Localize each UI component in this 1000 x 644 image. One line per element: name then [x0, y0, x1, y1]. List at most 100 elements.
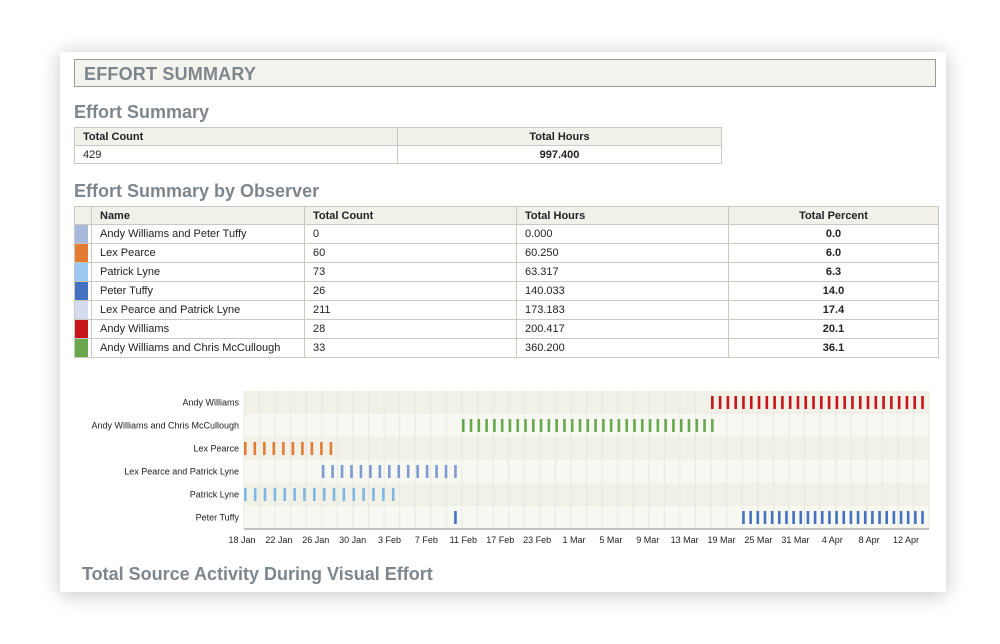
event-bar: [890, 396, 893, 409]
event-bar: [633, 419, 636, 432]
observer-count: 28: [304, 319, 517, 339]
event-bar: [679, 419, 683, 432]
event-bar: [493, 419, 496, 432]
event-bar: [871, 511, 874, 524]
event-bar: [273, 488, 277, 501]
event-bar: [849, 511, 853, 524]
event-bar: [282, 442, 285, 455]
event-bar: [352, 488, 356, 501]
event-bar: [770, 511, 774, 524]
event-bar: [672, 419, 675, 432]
x-tick-label: 13 Mar: [671, 535, 699, 545]
table-row: Andy Williams 28 200.417 20.1: [74, 319, 939, 339]
event-bar: [594, 419, 597, 432]
event-bar: [856, 511, 860, 524]
observer-count: 211: [304, 300, 517, 320]
event-bar: [726, 396, 730, 409]
event-bar: [283, 488, 287, 501]
event-bar: [703, 419, 706, 432]
event-bar: [342, 488, 346, 501]
event-bar: [742, 511, 745, 524]
observer-name: Peter Tuffy: [91, 281, 305, 301]
total-hours-value: 997.400: [397, 145, 722, 164]
event-bar: [905, 396, 909, 409]
effort-summary-heading: Effort Summary: [74, 102, 210, 122]
event-bar: [485, 419, 488, 432]
event-bar: [687, 419, 691, 432]
x-tick-label: 30 Jan: [339, 535, 366, 545]
event-bar: [253, 442, 257, 455]
table-row: Patrick Lyne 73 63.317 6.3: [74, 262, 939, 282]
event-bar: [391, 488, 395, 501]
event-bar: [263, 442, 266, 455]
event-bar: [820, 511, 824, 524]
table-row: Lex Pearce 60 60.250 6.0: [74, 243, 939, 263]
table-row: Lex Pearce and Patrick Lyne 211 173.183 17.…: [74, 300, 939, 320]
observer-name: Lex Pearce: [91, 243, 305, 263]
event-bar: [331, 465, 334, 478]
event-bar: [763, 511, 767, 524]
x-tick-label: 26 Jan: [302, 535, 329, 545]
event-bar: [892, 511, 896, 524]
event-bar: [378, 465, 382, 478]
x-tick-label: 8 Apr: [859, 535, 880, 545]
event-bar: [263, 488, 267, 501]
event-bar: [742, 396, 745, 409]
row-label: Andy Williams: [182, 398, 239, 408]
x-tick-label: 1 Mar: [562, 535, 585, 545]
x-tick-label: 12 Apr: [893, 535, 919, 545]
event-bar: [313, 488, 316, 501]
event-bar: [788, 396, 792, 409]
event-bar: [625, 419, 629, 432]
event-bar: [547, 419, 551, 432]
effort-timeline-chart: Andy Williams Andy Williams and Chris McC…: [74, 386, 940, 546]
event-bar: [799, 511, 803, 524]
total-count-value: 429: [74, 145, 398, 164]
x-tick-label: 25 Mar: [744, 535, 772, 545]
observer-name: Lex Pearce and Patrick Lyne: [91, 300, 305, 320]
event-bar: [882, 396, 885, 409]
event-bar: [827, 396, 831, 409]
header-total-count: Total Count: [304, 206, 517, 225]
observer-hours: 200.417: [516, 319, 729, 339]
observer-color-swatch: [74, 338, 92, 358]
swatch-header: [74, 206, 92, 225]
event-bar: [866, 396, 870, 409]
observer-color-swatch: [74, 243, 92, 263]
table-row: Peter Tuffy 26 140.033 14.0: [74, 281, 939, 301]
event-bar: [244, 442, 247, 455]
event-bar: [828, 511, 831, 524]
row-label: Andy Williams and Chris McCullough: [91, 421, 239, 431]
report-sheet: EFFORT SUMMARY Effort Summary Total Coun…: [60, 52, 946, 592]
x-tick-label: 17 Feb: [486, 535, 514, 545]
event-bar: [906, 511, 910, 524]
x-tick-label: 19 Mar: [708, 535, 736, 545]
observer-summary-heading: Effort Summary by Observer: [74, 181, 320, 201]
event-bar: [718, 396, 722, 409]
event-bar: [602, 419, 605, 432]
event-bar: [508, 419, 512, 432]
event-bar: [835, 511, 838, 524]
x-tick-label: 31 Mar: [781, 535, 809, 545]
observer-name: Andy Williams and Chris McCullough: [91, 338, 305, 358]
event-bar: [382, 488, 385, 501]
observer-name: Andy Williams: [91, 319, 305, 339]
event-bar: [820, 396, 823, 409]
event-bar: [320, 442, 323, 455]
event-bar: [435, 465, 438, 478]
event-bar: [322, 488, 326, 501]
observer-hours: 0.000: [516, 224, 729, 244]
observer-percent: 36.1: [728, 338, 939, 358]
event-bar: [469, 419, 473, 432]
observer-percent: 20.1: [728, 319, 939, 339]
header-total-count: Total Count: [74, 127, 398, 146]
table-row: Andy Williams and Chris McCullough 33 360.…: [74, 338, 939, 358]
event-bar: [648, 419, 652, 432]
event-bar: [329, 442, 333, 455]
event-bar: [369, 465, 372, 478]
event-bar: [851, 396, 854, 409]
table-header-row: Total Count Total Hours: [74, 127, 722, 146]
event-bar: [586, 419, 590, 432]
x-tick-label: 9 Mar: [636, 535, 659, 545]
